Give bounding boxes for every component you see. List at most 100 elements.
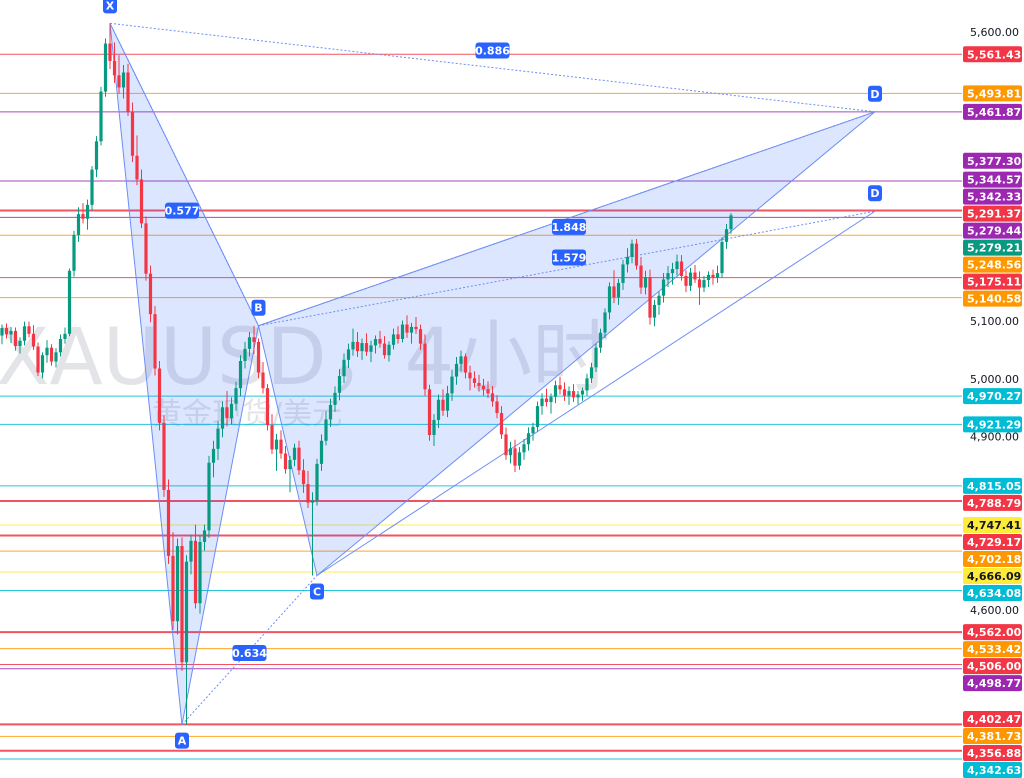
candle-body-2 — [9, 330, 13, 335]
candle-body-139 — [625, 256, 630, 265]
candle-body-116 — [522, 444, 526, 453]
price-tag-2 — [963, 103, 1022, 120]
candle-body-82 — [369, 345, 373, 352]
price-tag-label-28: 4,342.63 — [967, 764, 1021, 777]
ratio-line-xd — [109, 22, 876, 113]
point-label-1: A — [178, 735, 187, 748]
candle-body-75 — [337, 376, 342, 393]
axis-tick-3: 5,100.00 — [970, 315, 1019, 328]
point-label-5: D — [870, 187, 879, 200]
candle-body-39 — [175, 546, 180, 622]
candle-body-125 — [562, 389, 567, 396]
candle-body-25 — [112, 60, 117, 76]
price-tag-19 — [963, 567, 1022, 584]
point-box-2 — [251, 299, 266, 316]
candle-body-4 — [18, 340, 22, 346]
price-tag-label-16: 4,747.41 — [967, 519, 1021, 532]
point-label-0: X — [106, 0, 115, 12]
price-tag-label-20: 4,634.08 — [967, 587, 1021, 600]
candle-body-109 — [490, 393, 495, 402]
candle-body-53 — [238, 360, 243, 389]
candle-body-24 — [108, 43, 112, 61]
candle-body-147 — [661, 279, 666, 296]
candle-body-56 — [252, 337, 256, 342]
price-tag-7 — [963, 222, 1022, 239]
harmonic-pattern[interactable]: 0.886 0.577 1.848 1.579 0.634 X A B C D D — [103, 0, 882, 749]
candle-body-78 — [351, 341, 355, 350]
price-tag-13 — [963, 416, 1022, 433]
price-levels — [0, 53, 962, 760]
candle-body-8 — [36, 346, 40, 373]
price-tag-label-21: 4,562.00 — [967, 626, 1022, 639]
price-tag-21 — [963, 624, 1022, 641]
candle-body-19 — [85, 204, 90, 219]
ratio-label-2: 1.848 — [552, 221, 587, 234]
candle-body-1 — [4, 328, 9, 335]
candle-body-7 — [31, 333, 36, 347]
candle-body-26 — [117, 75, 121, 88]
price-tag-label-18: 4,702.18 — [967, 553, 1021, 566]
price-tag-label-11: 5,140.58 — [967, 293, 1021, 306]
price-tag-16 — [963, 516, 1022, 533]
candle-body-58 — [261, 372, 265, 389]
candle-body-136 — [612, 286, 616, 298]
candle-body-146 — [657, 295, 661, 305]
candle-body-41 — [184, 561, 189, 663]
candle-body-3 — [13, 330, 18, 346]
ratio-box-0 — [475, 42, 510, 59]
candle-body-137 — [616, 282, 621, 298]
candle-body-81 — [364, 343, 369, 352]
price-axis[interactable]: 5,600.005,500.005,200.005,100.005,000.00… — [962, 0, 1024, 778]
candle-body-160 — [720, 241, 724, 274]
candle-body-29 — [130, 111, 135, 156]
candle-body-103 — [463, 356, 468, 373]
candle-body-31 — [139, 179, 144, 224]
candle-body-54 — [243, 348, 247, 361]
candle-body-64 — [288, 459, 292, 470]
candle-body-95 — [427, 389, 432, 435]
price-tag-23 — [963, 658, 1022, 675]
price-tag-5 — [963, 188, 1022, 205]
candle-body-35 — [157, 368, 162, 423]
candle-body-100 — [450, 376, 454, 394]
ratio-line-bd — [258, 111, 876, 327]
price-tag-label-4: 5,344.57 — [967, 174, 1021, 187]
candle-body-84 — [378, 339, 382, 344]
price-tag-label-0: 5,561.43 — [967, 48, 1021, 61]
candle-body-128 — [576, 394, 580, 398]
price-tag-12 — [963, 388, 1022, 405]
price-tag-27 — [963, 745, 1022, 761]
candle-body-158 — [711, 274, 715, 278]
point-box-0 — [103, 0, 117, 14]
candle-body-129 — [580, 390, 585, 395]
candle-body-47 — [211, 448, 216, 463]
candle-body-119 — [535, 406, 540, 427]
candle-body-49 — [220, 407, 225, 429]
price-tag-label-6: 5,291.37 — [967, 208, 1021, 221]
candle-body-131 — [589, 367, 594, 379]
candle-body-156 — [702, 280, 706, 288]
price-tag-label-12: 4,970.27 — [967, 390, 1021, 403]
candle-body-67 — [301, 470, 306, 485]
candle-body-96 — [432, 419, 436, 435]
price-tag-label-14: 4,815.05 — [967, 480, 1021, 493]
candle-body-153 — [688, 272, 693, 286]
candle-body-22 — [99, 91, 103, 142]
point-label-3: C — [313, 585, 321, 598]
candle-body-38 — [171, 555, 175, 622]
candle-body-27 — [121, 72, 126, 88]
axis-tick-0: 5,600.00 — [970, 26, 1019, 39]
price-tag-20 — [963, 584, 1022, 601]
ratio-box-3 — [552, 249, 586, 266]
candle-body-55 — [247, 337, 252, 349]
candle-body-14 — [63, 333, 67, 340]
price-tag-label-15: 4,788.79 — [967, 497, 1021, 510]
price-tag-label-3: 5,377.30 — [967, 155, 1022, 168]
candle-body-162 — [729, 215, 733, 230]
candle-body-122 — [549, 396, 553, 403]
price-tag-label-13: 4,921.29 — [967, 418, 1021, 431]
candle-body-6 — [27, 326, 31, 334]
price-tag-28 — [963, 762, 1022, 778]
candles — [0, 23, 733, 725]
